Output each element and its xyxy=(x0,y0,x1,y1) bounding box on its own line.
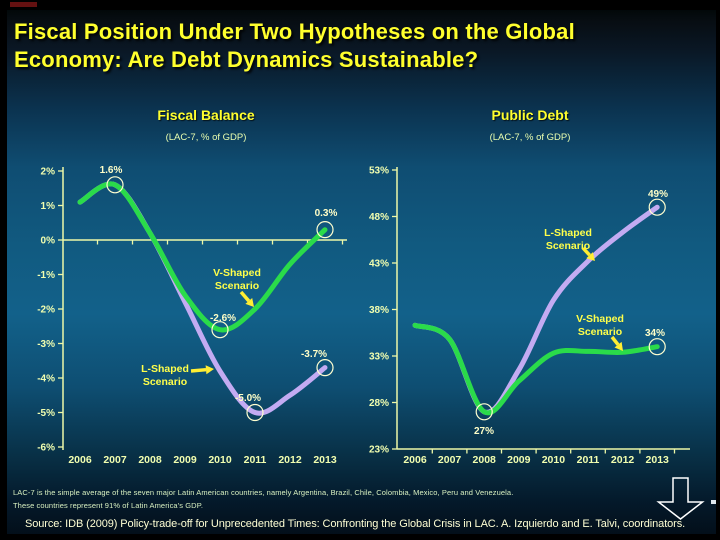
annotation-arrow xyxy=(239,290,251,303)
annotation-label: Scenario xyxy=(143,376,187,388)
x-tick-label: 2012 xyxy=(278,454,302,466)
point-label: -3.7% xyxy=(301,349,327,360)
series-line-v-shaped-scenario xyxy=(77,181,328,333)
annotation-label: Scenario xyxy=(215,280,259,292)
source-line: Source: IDB (2009) Policy-trade-off for … xyxy=(25,518,686,530)
annotation-arrow xyxy=(190,367,207,373)
x-tick-label: 2012 xyxy=(611,454,635,466)
x-tick-label: 2008 xyxy=(473,454,497,466)
point-label: -5.0% xyxy=(235,393,261,404)
public-debt-chart-subtitle: (LAC-7, % of GDP) xyxy=(489,132,571,143)
annotation-label: L-Shaped xyxy=(544,227,592,239)
y-tick-label: 33% xyxy=(369,352,389,363)
annotation-arrow-head xyxy=(586,252,595,261)
slide-title: Fiscal Position Under Two Hypotheses on … xyxy=(14,18,709,74)
annotation-arrow-head xyxy=(614,341,623,351)
point-marker xyxy=(475,403,493,421)
x-tick-label: 2011 xyxy=(577,454,600,466)
fiscal-balance-chart: 2% 1% 0% -1% -2% -3% -4% -5% -6% 2006 2007 2008 2009… xyxy=(37,165,347,466)
y-tick-label: 0% xyxy=(41,236,56,247)
x-tick-label: 2007 xyxy=(103,454,127,466)
point-label: 1.6% xyxy=(100,165,123,176)
red-accent-sliver xyxy=(10,2,37,7)
x-tick-label: 2009 xyxy=(173,454,197,466)
annotation-arrow xyxy=(581,246,591,257)
x-tick-label: 2006 xyxy=(403,454,427,466)
point-marker xyxy=(648,198,666,216)
public-debt-chart-title: Public Debt xyxy=(491,107,569,123)
annotation-label: Scenario xyxy=(546,240,590,252)
point-label: 49% xyxy=(648,189,668,200)
y-tick-label: 23% xyxy=(369,445,389,456)
annotation-label: V-Shaped xyxy=(576,313,624,325)
x-tick-label: 2007 xyxy=(438,454,462,466)
public-debt-chart: 53% 48% 43% 38% 33% 28% 23% 2006 2007 2008 2009 201… xyxy=(369,166,690,466)
point-marker xyxy=(246,403,264,422)
y-tick-label: -4% xyxy=(37,374,55,385)
series-line-v-shaped-scenario xyxy=(412,322,660,416)
point-marker xyxy=(316,221,334,239)
x-tick-label: 2013 xyxy=(313,454,337,466)
y-tick-label: -3% xyxy=(37,339,55,350)
x-tick-label: 2008 xyxy=(138,454,162,466)
fiscal-balance-chart-title: Fiscal Balance xyxy=(157,107,255,123)
point-marker xyxy=(106,176,124,194)
slide: Fiscal Position Under Two Hypotheses on … xyxy=(7,10,716,534)
annotation-arrow-head xyxy=(205,365,214,375)
footnote-line-2: These countries represent 91% of Latin A… xyxy=(13,501,204,510)
point-marker xyxy=(316,359,334,377)
point-marker xyxy=(211,321,229,339)
annotation-arrow-head xyxy=(245,298,254,307)
charts-canvas: 2% 1% 0% -1% -2% -3% -4% -5% -6% 2006 2007 2008 2009… xyxy=(37,165,716,520)
point-label: 27% xyxy=(474,426,494,437)
point-label: 0.3% xyxy=(315,208,338,219)
x-tick-label: 2013 xyxy=(646,454,670,466)
x-tick-label: 2009 xyxy=(507,454,531,466)
series-line-l-shaped-scenario xyxy=(77,181,328,416)
y-tick-label: 48% xyxy=(369,212,389,223)
x-tick-label: 2010 xyxy=(542,454,566,466)
x-tick-label: 2010 xyxy=(208,454,232,466)
title-line-2: Economy: Are Debt Dynamics Sustainable? xyxy=(14,47,479,72)
y-tick-label: 2% xyxy=(41,167,56,178)
down-arrow-icon xyxy=(656,477,705,520)
y-tick-label: -5% xyxy=(37,408,55,419)
y-tick-label: 28% xyxy=(369,398,389,409)
x-tick-label: 2006 xyxy=(68,454,92,466)
footnote-line-1: LAC-7 is the simple average of the seven… xyxy=(13,488,514,497)
annotation-arrow xyxy=(610,335,620,346)
series-line-l-shaped-scenario xyxy=(412,204,660,415)
annotation-label: L-Shaped xyxy=(141,363,189,375)
y-tick-label: 53% xyxy=(369,166,389,177)
footnote: LAC-7 is the simple average of the seven… xyxy=(13,486,653,512)
y-tick-label: -2% xyxy=(37,305,55,316)
y-tick-label: 1% xyxy=(41,201,56,212)
y-tick-label: 38% xyxy=(369,305,389,316)
point-label: 34% xyxy=(645,328,665,339)
fiscal-balance-chart-subtitle: (LAC-7, % of GDP) xyxy=(165,132,247,143)
point-marker xyxy=(648,338,666,356)
annotation-label: Scenario xyxy=(578,326,622,338)
y-tick-label: -1% xyxy=(37,270,55,281)
x-tick-label: 2011 xyxy=(244,454,267,466)
point-label: -2.6% xyxy=(210,313,236,324)
edge-artifact xyxy=(711,500,716,504)
title-line-1: Fiscal Position Under Two Hypotheses on … xyxy=(14,19,575,44)
annotation-label: V-Shaped xyxy=(213,267,261,279)
y-tick-label: 43% xyxy=(369,259,389,270)
y-tick-label: -6% xyxy=(37,443,55,454)
